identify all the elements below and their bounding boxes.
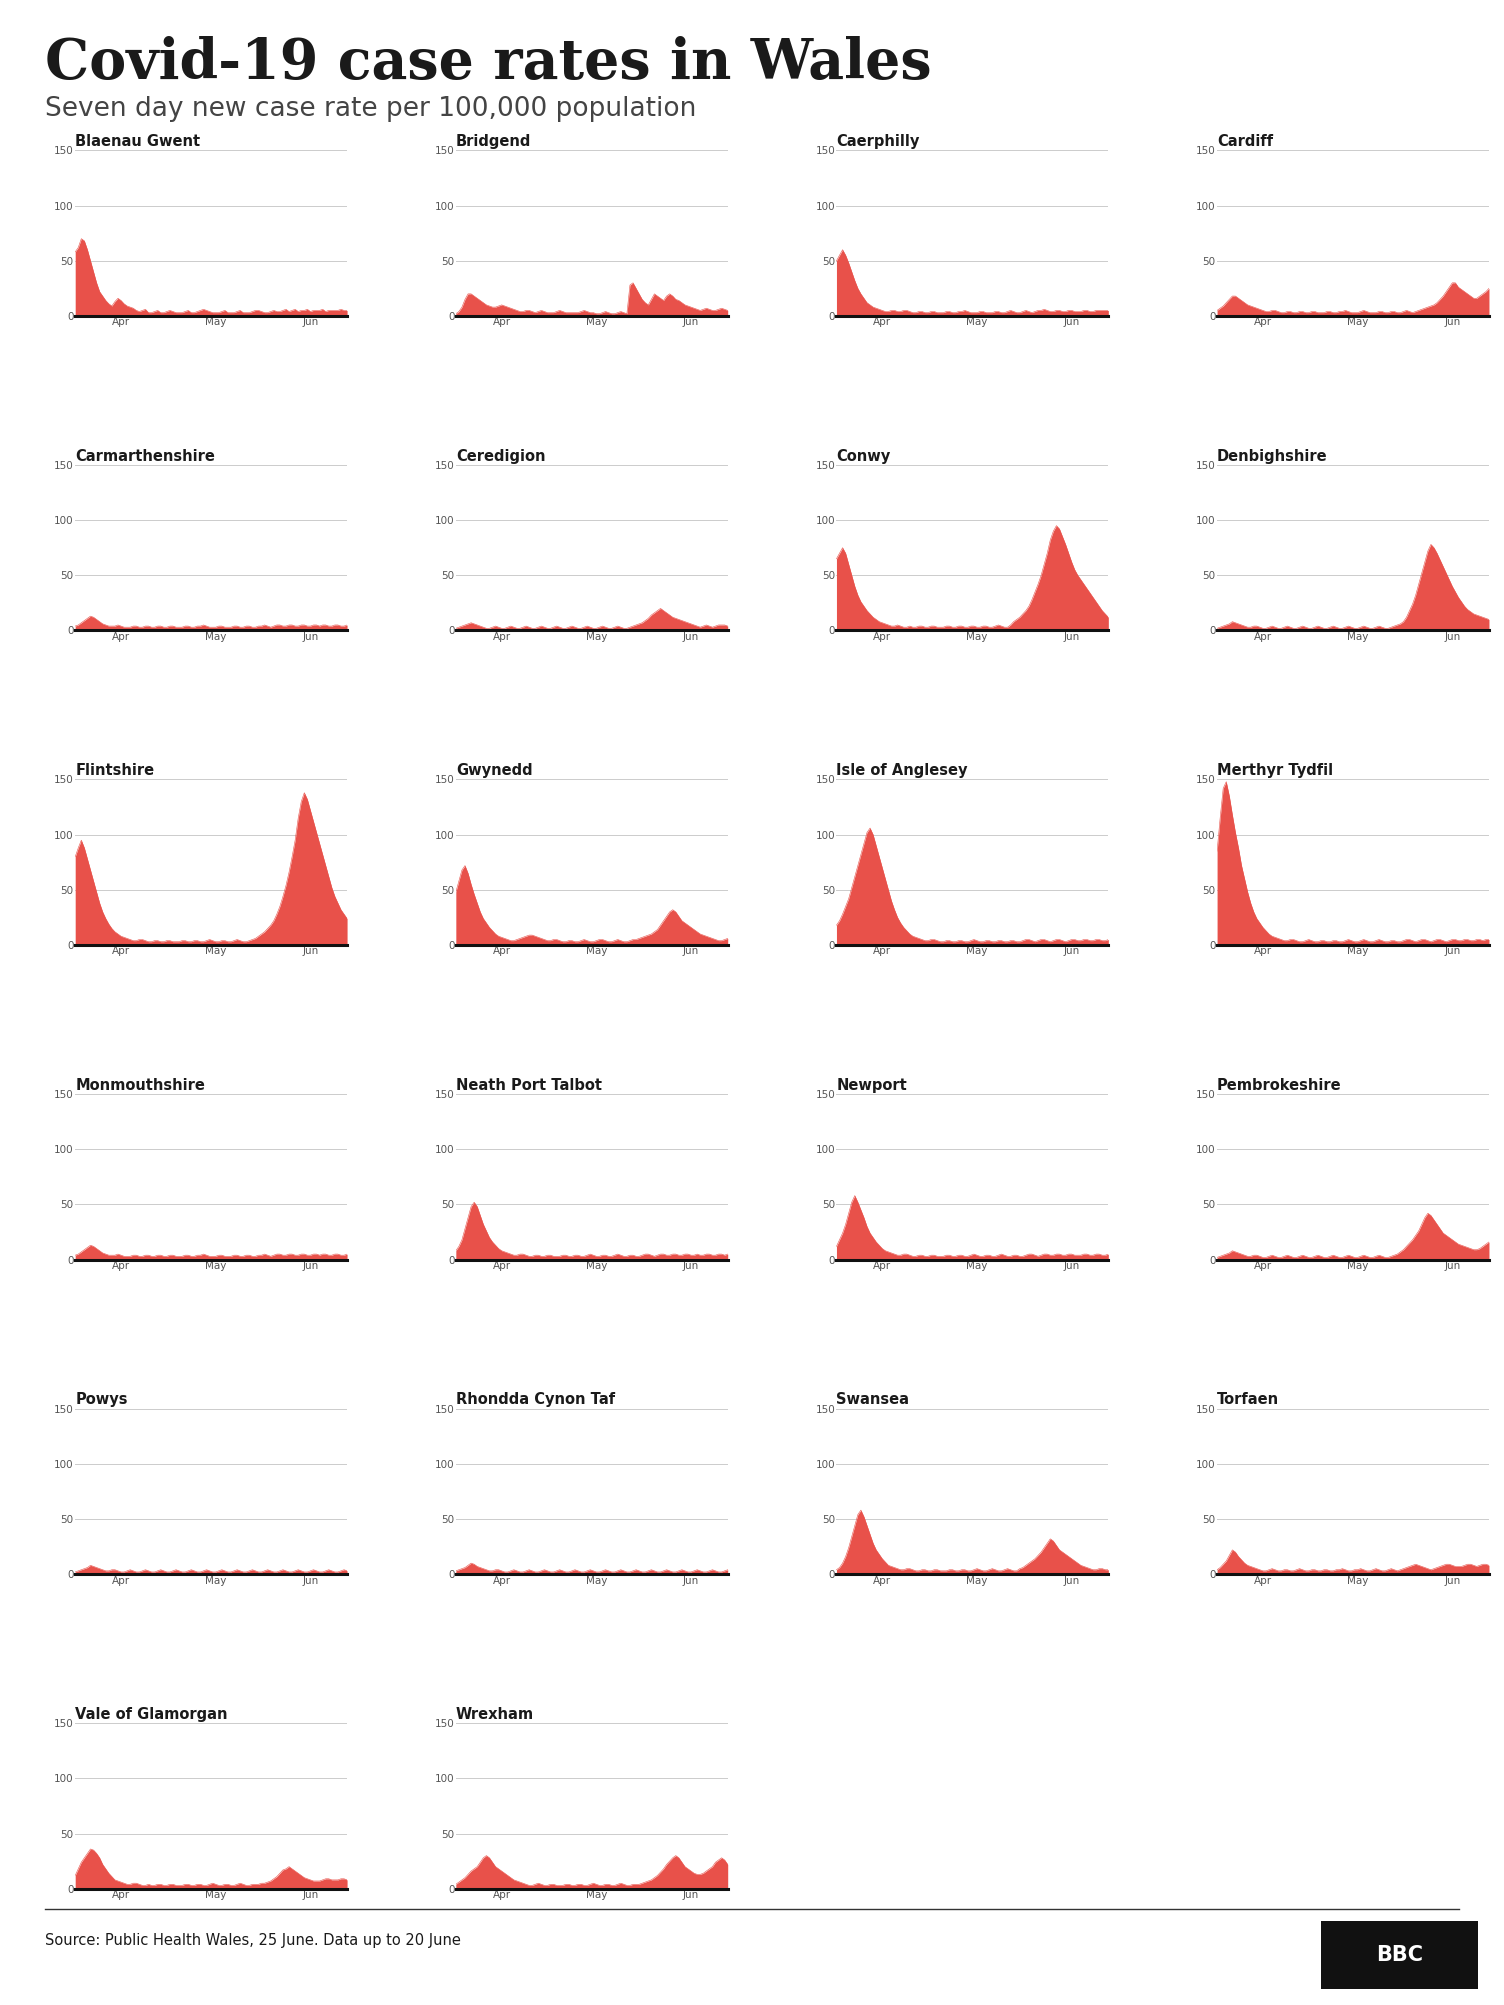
Text: Monmouthshire: Monmouthshire [75, 1079, 205, 1093]
Text: Pembrokeshire: Pembrokeshire [1217, 1079, 1342, 1093]
Text: Wrexham: Wrexham [456, 1706, 534, 1722]
Text: Denbighshire: Denbighshire [1217, 449, 1328, 463]
Text: BBC: BBC [1376, 1945, 1423, 1965]
Text: Gwynedd: Gwynedd [456, 764, 532, 778]
Text: Bridgend: Bridgend [456, 134, 531, 148]
Text: Seven day new case rate per 100,000 population: Seven day new case rate per 100,000 popu… [45, 96, 696, 122]
Text: Carmarthenshire: Carmarthenshire [75, 449, 215, 463]
Text: Rhondda Cynon Taf: Rhondda Cynon Taf [456, 1391, 615, 1408]
Text: Caerphilly: Caerphilly [836, 134, 920, 148]
Text: Torfaen: Torfaen [1217, 1391, 1280, 1408]
Text: Swansea: Swansea [836, 1391, 910, 1408]
Text: Cardiff: Cardiff [1217, 134, 1274, 148]
Text: Source: Public Health Wales, 25 June. Data up to 20 June: Source: Public Health Wales, 25 June. Da… [45, 1933, 462, 1947]
Text: Newport: Newport [836, 1079, 907, 1093]
Text: Conwy: Conwy [836, 449, 890, 463]
Text: Neath Port Talbot: Neath Port Talbot [456, 1079, 602, 1093]
Text: Covid-19 case rates in Wales: Covid-19 case rates in Wales [45, 36, 932, 90]
Text: Blaenau Gwent: Blaenau Gwent [75, 134, 200, 148]
Text: Vale of Glamorgan: Vale of Glamorgan [75, 1706, 227, 1722]
Text: Merthyr Tydfil: Merthyr Tydfil [1217, 764, 1333, 778]
Text: Ceredigion: Ceredigion [456, 449, 546, 463]
Text: Isle of Anglesey: Isle of Anglesey [836, 764, 969, 778]
Text: Flintshire: Flintshire [75, 764, 155, 778]
Text: Powys: Powys [75, 1391, 128, 1408]
